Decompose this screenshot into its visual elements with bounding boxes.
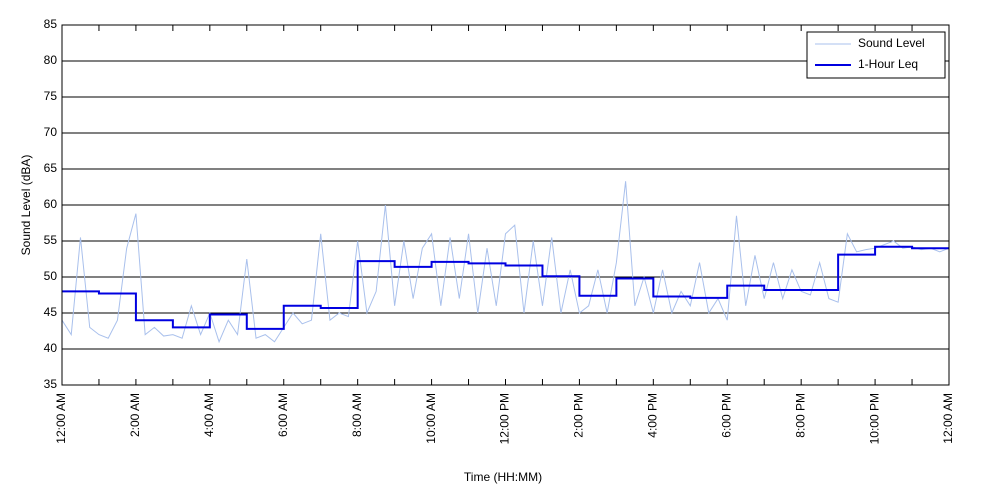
legend-label: Sound Level	[858, 36, 925, 50]
x-tick-label: 10:00 AM	[424, 393, 438, 444]
y-tick-label: 55	[44, 233, 58, 247]
y-tick-label: 70	[44, 125, 58, 139]
step-line	[62, 245, 949, 330]
x-tick-label: 10:00 PM	[867, 393, 881, 444]
x-tick-label: 4:00 PM	[646, 393, 660, 438]
y-tick-label: 50	[44, 269, 58, 283]
legend-box	[806, 31, 946, 79]
y-tick-label: 65	[44, 161, 58, 175]
y-tick-label: 75	[44, 89, 58, 103]
y-tick-label: 85	[44, 17, 58, 31]
x-tick-label: 2:00 AM	[128, 393, 142, 437]
y-tick-label: 35	[44, 377, 58, 391]
plot-frame	[61, 24, 950, 386]
x-tick-label: 12:00 PM	[498, 393, 512, 444]
y-tick-label: 45	[44, 305, 58, 319]
x-axis-label: Time (HH:MM)	[464, 470, 542, 484]
y-tick-label: 40	[44, 341, 58, 355]
x-tick-label: 4:00 AM	[202, 393, 216, 437]
x-tick-label: 8:00 PM	[793, 393, 807, 438]
legend-label: 1-Hour Leq	[858, 57, 918, 71]
y-tick-label: 80	[44, 53, 58, 67]
x-tick-label: 6:00 AM	[276, 393, 290, 437]
x-tick-label: 2:00 PM	[572, 393, 586, 438]
y-tick-label: 60	[44, 197, 58, 211]
x-tick-label: 12:00 AM	[54, 393, 68, 444]
x-tick-label: 6:00 PM	[719, 393, 733, 438]
line	[61, 181, 950, 344]
x-tick-label: 8:00 AM	[350, 393, 364, 437]
y-axis-label: Sound Level (dBA)	[19, 155, 33, 256]
x-tick-label: 12:00 AM	[941, 393, 955, 444]
